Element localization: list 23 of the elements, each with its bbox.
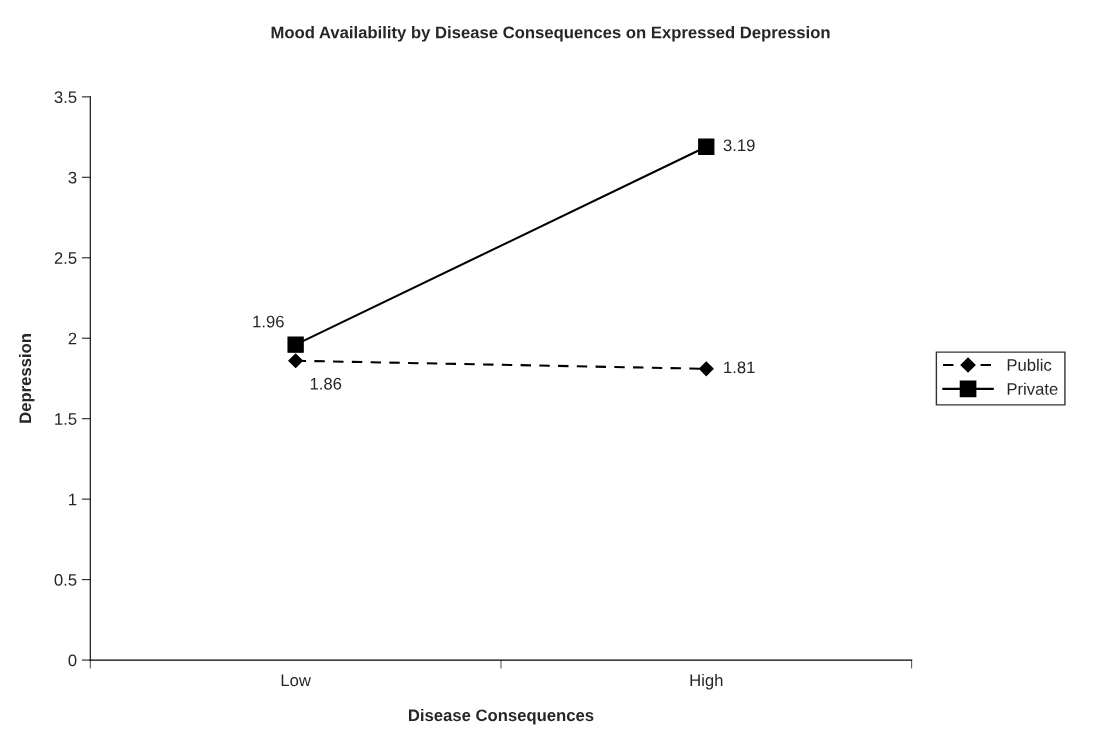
y-tick-label: 3.5 bbox=[54, 91, 77, 104]
y-tick-label: 0.5 bbox=[54, 574, 77, 586]
point bbox=[288, 353, 304, 369]
legend-label: Public bbox=[1007, 358, 1052, 371]
y-axis-title: Depression bbox=[18, 334, 35, 423]
y-tick-label: 1.5 bbox=[55, 413, 77, 425]
point bbox=[287, 336, 304, 353]
data-label: 1.81 bbox=[724, 361, 755, 374]
data-label: 3.19 bbox=[723, 139, 755, 152]
y-tick-label: 1 bbox=[69, 493, 77, 506]
chart-title: Mood Availability by Disease Consequences on Expressed Depression bbox=[271, 26, 830, 42]
y-tick-label: 3 bbox=[68, 171, 77, 184]
y-tick-label: 0 bbox=[68, 654, 77, 667]
point bbox=[698, 361, 714, 377]
y-tick-label: 2 bbox=[68, 332, 77, 345]
point bbox=[698, 138, 715, 155]
x-tick-label: Low bbox=[281, 674, 311, 687]
y-tick-label: 2.5 bbox=[54, 252, 77, 264]
legend-label: Private bbox=[1007, 382, 1058, 395]
data-label: 1.86 bbox=[310, 377, 342, 390]
data-label: 1.96 bbox=[253, 315, 284, 328]
x-tick-label: High bbox=[690, 673, 723, 690]
x-axis-title: Disease Consequences bbox=[408, 708, 594, 725]
